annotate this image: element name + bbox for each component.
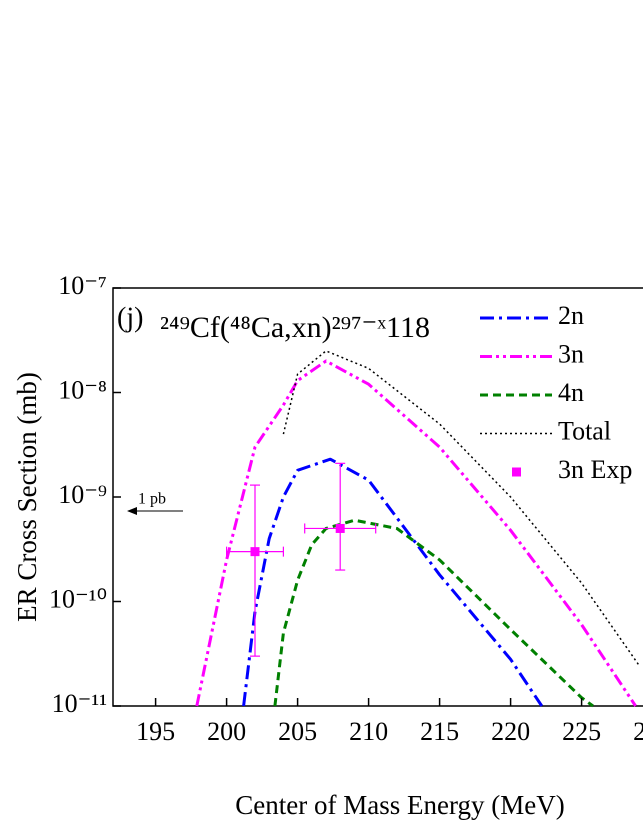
legend-label: 2n (558, 301, 584, 330)
legend-label: Total (558, 416, 611, 445)
plot-area (195, 350, 640, 708)
x-tick-label: 220 (491, 717, 530, 746)
x-tick-label: 225 (562, 717, 601, 746)
legend-label: 4n (558, 378, 584, 407)
reaction-label: ²⁴⁹Cf(⁴⁸Ca,xn)²⁹⁷⁻ˣ118 (160, 311, 430, 344)
y-axis-label: ER Cross Section (mb) (12, 372, 42, 622)
series-line (195, 359, 637, 707)
y-tick-label: 10⁻¹¹ (52, 689, 107, 718)
x-tick-label: 195 (136, 717, 175, 746)
y-tick-label: 10⁻¹⁰ (49, 584, 107, 613)
x-axis-label: Center of Mass Energy (MeV) (235, 790, 564, 820)
data-point (250, 547, 260, 557)
y-tick-label: 10⁻⁸ (58, 375, 107, 404)
pb-label: 1 pb (138, 491, 166, 508)
panel-label: (j) (117, 302, 143, 333)
series-line (282, 350, 640, 665)
y-tick-label: 10⁻⁹ (58, 480, 107, 509)
y-tick-label: 10⁻⁷ (58, 271, 107, 300)
x-tick-label: 215 (420, 717, 459, 746)
x-tick-label: 230 (633, 717, 643, 746)
x-tick-label: 200 (207, 717, 246, 746)
series-line (273, 518, 594, 708)
data-point (335, 523, 345, 533)
series-line (242, 457, 544, 707)
x-tick-label: 205 (278, 717, 317, 746)
legend-label: 3n (558, 339, 584, 368)
x-tick-label: 210 (349, 717, 388, 746)
legend-marker (512, 467, 521, 477)
legend-label: 3n Exp (558, 455, 632, 484)
